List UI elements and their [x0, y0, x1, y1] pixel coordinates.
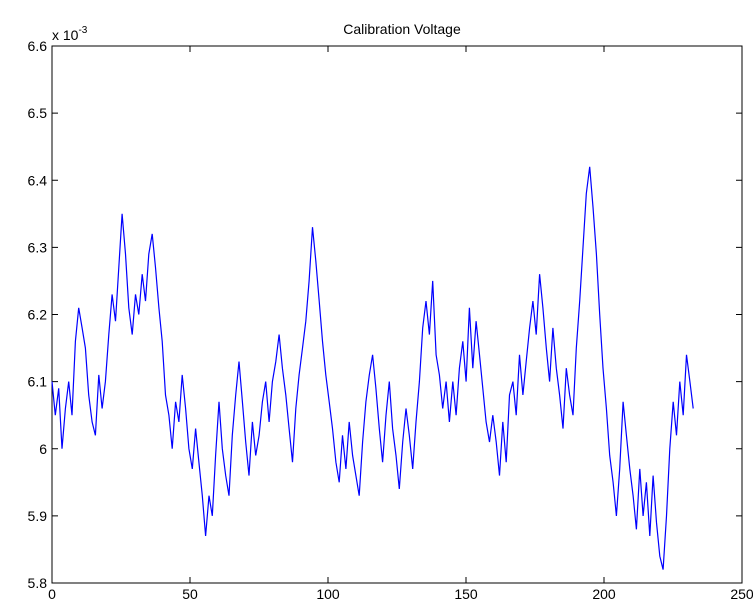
y-tick-label: 5.9: [28, 508, 48, 524]
y-tick-label: 5.8: [28, 575, 48, 591]
y-tick-label: 6.3: [28, 239, 48, 255]
y-tick-label: 6.6: [28, 38, 48, 54]
y-tick-label: 6.4: [28, 172, 48, 188]
y-tick-label: 6.5: [28, 105, 48, 121]
plot-area: [51, 45, 743, 584]
x-axis-tick-labels: 0 50 100 150 200 250: [48, 586, 753, 602]
y-multiplier-base: x 10: [52, 27, 79, 43]
x-tick-label: 250: [730, 586, 753, 602]
y-axis-multiplier: x 10-3: [52, 25, 88, 43]
y-tick-label: 6.2: [28, 307, 48, 323]
y-multiplier-exponent: -3: [78, 25, 87, 36]
x-tick-label: 100: [316, 586, 340, 602]
axis-ticks: [51, 45, 743, 584]
y-tick-label: 6: [39, 441, 47, 457]
x-tick-label: 50: [182, 586, 198, 602]
chart-title: Calibration Voltage: [343, 21, 461, 37]
x-tick-label: 200: [592, 586, 616, 602]
series-line: [51, 166, 694, 570]
y-tick-label: 6.1: [28, 374, 48, 390]
x-tick-label: 150: [454, 586, 478, 602]
x-tick-label: 0: [48, 586, 56, 602]
y-axis-tick-labels: 5.8 5.9 6 6.1 6.2 6.3 6.4 6.5 6.6: [28, 38, 48, 591]
